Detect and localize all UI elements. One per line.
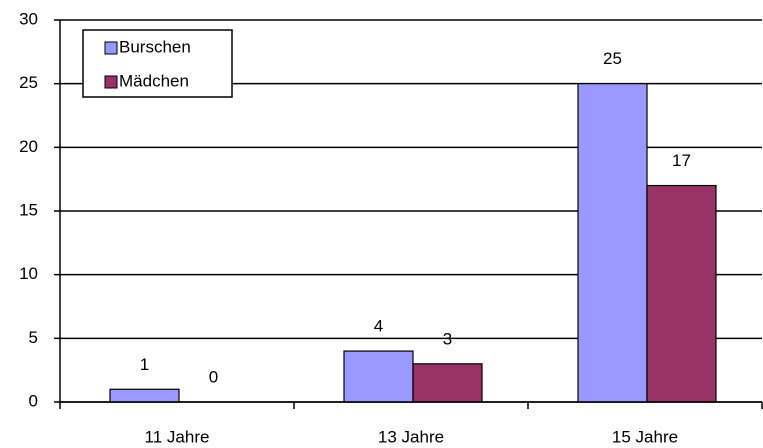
y-tick-label: 5 bbox=[29, 328, 38, 347]
legend-swatch bbox=[104, 75, 118, 89]
data-label: 25 bbox=[603, 49, 622, 68]
y-tick-label: 30 bbox=[19, 9, 38, 28]
y-tick-label: 10 bbox=[19, 264, 38, 283]
data-label: 4 bbox=[374, 317, 383, 336]
bar bbox=[646, 184, 717, 403]
data-label: 1 bbox=[140, 355, 149, 374]
y-tick-label: 0 bbox=[29, 391, 38, 410]
legend-label: Burschen bbox=[119, 37, 191, 56]
legend-swatch bbox=[104, 41, 118, 55]
bar bbox=[577, 83, 648, 403]
bar bbox=[412, 363, 483, 403]
x-tick-label: 11 Jahre bbox=[145, 427, 210, 446]
bar bbox=[343, 350, 414, 403]
legend-label: Mädchen bbox=[119, 71, 189, 90]
data-label: 17 bbox=[672, 151, 691, 170]
data-label: 0 bbox=[209, 367, 218, 386]
y-tick-label: 25 bbox=[19, 73, 38, 92]
y-tick-label: 15 bbox=[19, 200, 38, 219]
x-tick-label: 15 Jahre bbox=[612, 427, 678, 446]
bar bbox=[109, 388, 180, 403]
x-tick-label: 13 Jahre bbox=[378, 427, 444, 446]
data-label: 3 bbox=[443, 329, 452, 348]
y-tick-label: 20 bbox=[19, 137, 38, 156]
